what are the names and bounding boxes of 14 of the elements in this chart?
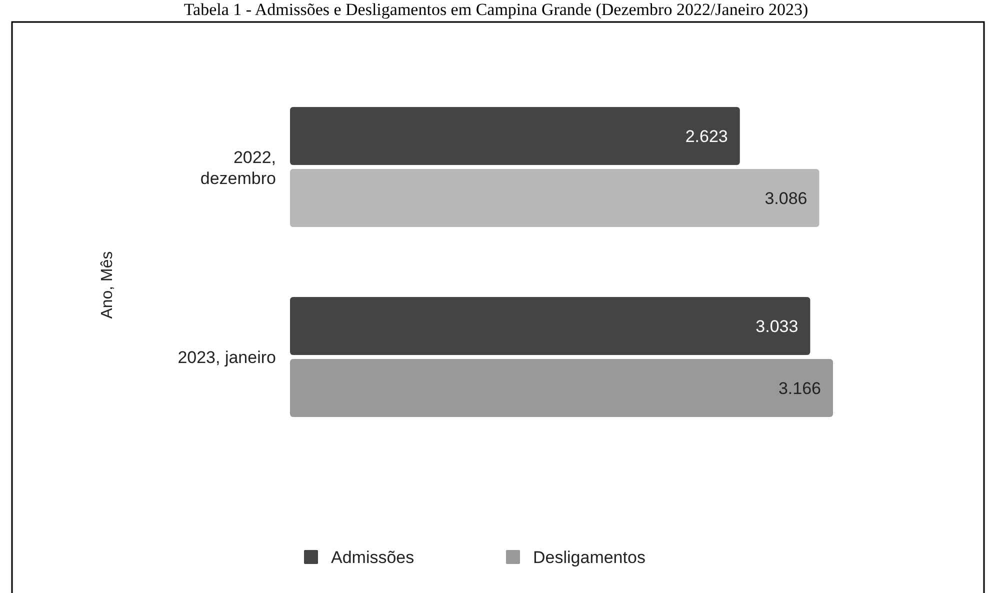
data-label: 3.166 xyxy=(778,378,821,398)
data-label: 2.623 xyxy=(685,126,728,146)
bar xyxy=(290,107,740,165)
bar xyxy=(290,359,833,417)
y-tick-label: 2022, dezembro xyxy=(200,148,276,188)
chart-title: Tabela 1 - Admissões e Desligamentos em Campina Grande (Dezembro 2022/Janeiro 2023) xyxy=(184,0,808,19)
data-label: 3.086 xyxy=(764,188,808,208)
legend-label: Desligamentos xyxy=(533,548,646,567)
y-axis-title: Ano, Mês xyxy=(99,251,116,319)
data-label: 3.033 xyxy=(756,316,798,336)
y-tick-label: 2023, janeiro xyxy=(178,348,276,367)
bar xyxy=(290,297,810,355)
bar xyxy=(290,169,820,227)
legend-label: Admissões xyxy=(331,548,414,567)
